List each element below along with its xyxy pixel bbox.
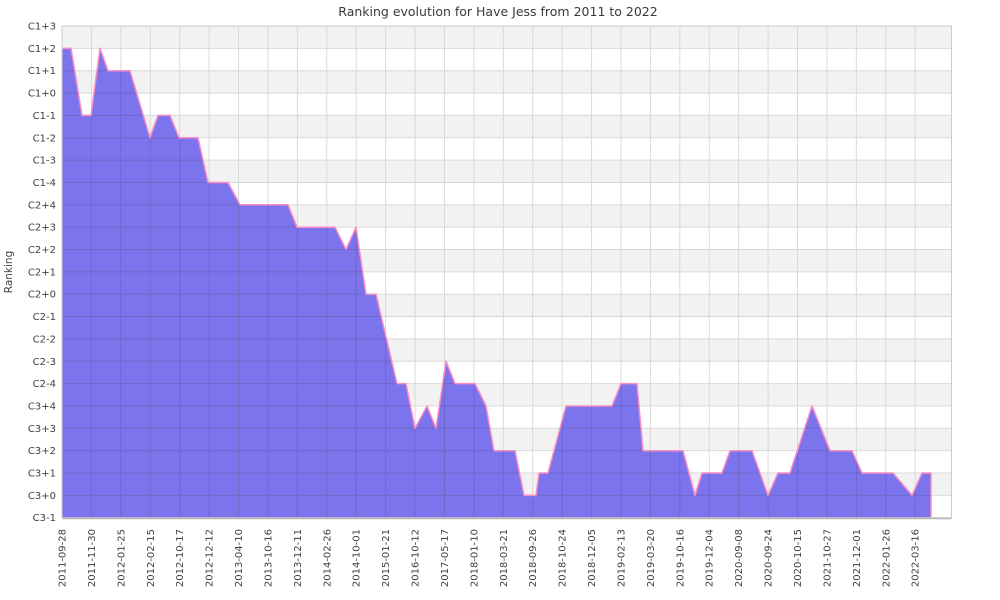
chart-title: Ranking evolution for Have Jess from 201…: [338, 4, 657, 19]
x-tick-label: 2018-03-21: [499, 529, 510, 587]
y-tick-label: C1+3: [28, 22, 56, 33]
plot-band: [62, 48, 952, 71]
plot-band: [62, 182, 952, 205]
y-tick-label: C3+0: [28, 491, 56, 502]
plot-area: C1+3 C1+2 C1+1 C1+0 C1-1 C1-2 C1-3 C1-4 C2+4 C2+3…: [28, 22, 952, 587]
x-tick-label: 2019-03-20: [646, 529, 657, 587]
plot-band: [62, 137, 952, 161]
x-tick-label: 2019-12-04: [705, 529, 716, 587]
plot-border: [61, 25, 952, 519]
x-tick-label: 2013-10-16: [263, 529, 274, 587]
y-tick-label: C3+1: [28, 469, 56, 480]
x-tick-label: 2022-01-26: [881, 529, 892, 587]
x-tick-label: 2012-01-25: [116, 529, 127, 587]
x-tick-label: 2019-10-16: [675, 529, 686, 587]
y-tick-label: C1+2: [28, 44, 56, 55]
x-tick-label: 2013-04-10: [234, 529, 245, 587]
y-tick-label: C2+1: [28, 267, 56, 278]
y-tick-label: C3-1: [33, 513, 56, 524]
x-tick-label: 2012-10-17: [175, 529, 186, 587]
x-tick-label: 2018-12-05: [587, 529, 598, 587]
x-tick-label: 2018-09-26: [528, 529, 539, 587]
x-tick-label: 2020-09-24: [764, 529, 775, 587]
x-tick-label: 2017-05-17: [440, 529, 451, 587]
y-tick-labels: C1+3 C1+2 C1+1 C1+0 C1-1 C1-2 C1-3 C1-4 C2+4 C2+3…: [28, 22, 56, 525]
ranking-area: [62, 48, 931, 518]
x-tick-label: 2012-02-15: [146, 529, 157, 587]
x-tick-label: 2018-01-10: [469, 529, 480, 587]
y-tick-label: C2+3: [28, 223, 56, 234]
plot-band: [62, 93, 952, 116]
y-tick-label: C1-2: [33, 133, 56, 144]
x-tick-label: 2011-11-30: [87, 529, 98, 587]
x-tick-label: 2021-10-27: [822, 529, 833, 587]
y-tick-label: C1+0: [28, 89, 56, 100]
y-tick-label: C3+3: [28, 424, 56, 435]
y-tick-label: C2-3: [33, 357, 56, 368]
plot-band: [62, 26, 952, 49]
x-tick-label: 2020-10-15: [793, 529, 804, 587]
x-tick-label: 2014-10-01: [352, 529, 363, 587]
x-tick-label: 2015-01-21: [381, 529, 392, 587]
y-tick-label: C2+2: [28, 245, 56, 256]
y-tick-label: C1+1: [28, 66, 56, 77]
x-tick-labels: 2011-09-28 2011-11-30 2012-01-25 2012-02-15…: [58, 529, 922, 587]
plot-band: [62, 115, 952, 138]
y-tick-label: C2-4: [33, 379, 56, 390]
x-tick-label: 2016-10-12: [411, 529, 422, 587]
x-tick-label: 2019-02-13: [616, 529, 627, 587]
x-tick-label: 2012-12-12: [205, 529, 216, 587]
y-axis-label: Ranking: [3, 251, 15, 293]
x-tick-label: 2018-10-24: [558, 529, 569, 587]
plot-band: [62, 70, 952, 94]
y-tick-label: C1-4: [33, 178, 56, 189]
plot-band: [62, 160, 952, 183]
ranking-line: [62, 47, 932, 518]
y-tick-label: C3+4: [28, 401, 56, 412]
y-tick-label: C2+0: [28, 290, 56, 301]
x-tick-label: 2022-03-16: [911, 529, 922, 587]
y-tick-label: C2+4: [28, 200, 56, 211]
y-tick-label: C2-1: [33, 312, 56, 323]
x-tick-label: 2013-12-11: [293, 529, 304, 587]
x-tick-label: 2011-09-28: [58, 529, 69, 587]
y-tick-label: C3+2: [28, 446, 56, 457]
x-tick-label: 2020-09-08: [734, 529, 745, 587]
y-tick-label: C2-2: [33, 334, 56, 345]
y-tick-label: C1-3: [33, 156, 56, 167]
y-tick-label: C1-1: [33, 111, 56, 122]
x-tick-label: 2014-02-26: [322, 529, 333, 587]
x-tick-label: 2021-12-01: [852, 529, 863, 587]
